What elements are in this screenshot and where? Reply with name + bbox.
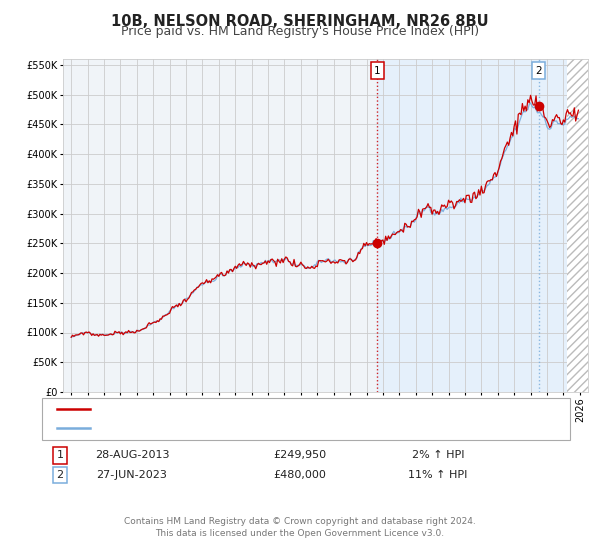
Text: 1: 1 [56,450,64,460]
Text: £480,000: £480,000 [274,470,326,480]
Text: 2% ↑ HPI: 2% ↑ HPI [412,450,464,460]
Text: 11% ↑ HPI: 11% ↑ HPI [409,470,467,480]
Text: HPI: Average price, detached house, North Norfolk: HPI: Average price, detached house, Nort… [96,423,359,433]
Text: 27-JUN-2023: 27-JUN-2023 [97,470,167,480]
Text: Contains HM Land Registry data © Crown copyright and database right 2024.: Contains HM Land Registry data © Crown c… [124,517,476,526]
Text: Price paid vs. HM Land Registry's House Price Index (HPI): Price paid vs. HM Land Registry's House … [121,25,479,38]
Text: 10B, NELSON ROAD, SHERINGHAM, NR26 8BU (detached house): 10B, NELSON ROAD, SHERINGHAM, NR26 8BU (… [96,404,431,414]
Text: 1: 1 [374,66,380,76]
Text: £249,950: £249,950 [274,450,326,460]
Text: 10B, NELSON ROAD, SHERINGHAM, NR26 8BU: 10B, NELSON ROAD, SHERINGHAM, NR26 8BU [111,14,489,29]
Text: 28-AUG-2013: 28-AUG-2013 [95,450,169,460]
Text: 2: 2 [56,470,64,480]
Bar [377,59,588,392]
Text: 2: 2 [535,66,542,76]
Text: This data is licensed under the Open Government Licence v3.0.: This data is licensed under the Open Gov… [155,529,445,538]
Bar [566,59,588,392]
